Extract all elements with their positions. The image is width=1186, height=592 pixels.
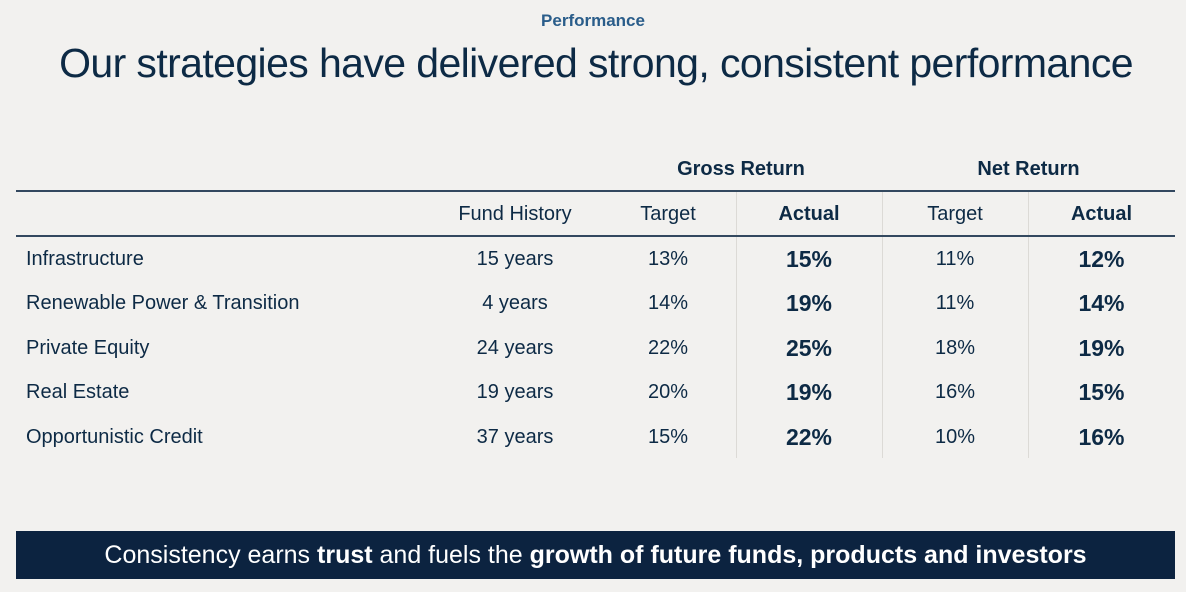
fund-history: 19 years — [476, 381, 554, 403]
net-actual: 15% — [1078, 379, 1125, 405]
key-message-banner: Consistency earns trust and fuels the gr… — [16, 531, 1175, 579]
net-actual: 16% — [1078, 423, 1125, 450]
net-target: 18% — [934, 336, 976, 359]
col-header-fund-history: Fund History — [458, 202, 572, 225]
header-rule — [16, 235, 1175, 237]
table-row: Renewable Power & Transition 4 years 14% 19… — [16, 282, 1175, 326]
net-actual: 12% — [1078, 245, 1125, 272]
gross-actual: 25% — [785, 334, 833, 361]
banner-emphasis: growth of future funds, products and inv… — [529, 540, 1087, 569]
col-header-gross-target: Target — [640, 202, 696, 225]
gross-actual: 22% — [785, 423, 833, 450]
col-header-gross-actual: Actual — [778, 202, 840, 225]
net-actual: 19% — [1078, 334, 1125, 361]
gross-target: 14% — [647, 292, 689, 314]
table-top-rule — [16, 190, 1175, 192]
strategy-name: Opportunistic Credit — [26, 425, 203, 448]
banner-text: and fuels the — [372, 540, 530, 569]
column-divider — [736, 192, 737, 458]
table-row: Opportunistic Credit 37 years 15% 22% 10% 16% — [16, 415, 1175, 459]
strategy-name: Private Equity — [26, 336, 150, 359]
net-target: 11% — [935, 247, 975, 270]
fund-history: 24 years — [476, 336, 554, 359]
table-header-row: Fund History Target Actual Target Actual — [16, 192, 1175, 236]
column-divider — [882, 192, 883, 458]
table-row: Real Estate 19 years 20% 19% 16% 15% — [16, 371, 1175, 415]
banner-text: Consistency earns — [104, 540, 318, 569]
table-row: Infrastructure 15 years 13% 15% 11% 12% — [16, 237, 1175, 281]
strategy-name: Real Estate — [26, 381, 130, 403]
gross-actual: 19% — [785, 290, 833, 316]
banner-emphasis: trust — [317, 540, 373, 569]
table-row: Private Equity 24 years 22% 25% 18% 19% — [16, 326, 1175, 370]
net-target: 10% — [934, 425, 976, 448]
strategy-name: Renewable Power & Transition — [26, 292, 300, 314]
column-divider — [1028, 192, 1029, 458]
page-title: Our strategies have delivered strong, co… — [59, 40, 1133, 86]
gross-actual: 15% — [785, 245, 833, 272]
col-header-net-actual: Actual — [1070, 202, 1133, 225]
gross-target: 22% — [647, 336, 689, 359]
net-actual: 14% — [1078, 290, 1125, 316]
fund-history: 4 years — [482, 292, 548, 314]
gross-actual: 19% — [785, 379, 833, 405]
col-header-net-target: Target — [927, 202, 983, 225]
gross-target: 15% — [647, 425, 689, 448]
net-target: 16% — [934, 381, 976, 403]
section-eyebrow: Performance — [541, 11, 645, 30]
gross-target: 20% — [647, 381, 689, 403]
strategy-name: Infrastructure — [26, 247, 144, 270]
fund-history: 15 years — [476, 247, 554, 270]
gross-return-header: Gross Return — [677, 158, 805, 180]
net-return-header: Net Return — [977, 158, 1080, 180]
net-target: 11% — [935, 292, 975, 314]
fund-history: 37 years — [476, 425, 554, 448]
gross-target: 13% — [647, 247, 689, 270]
